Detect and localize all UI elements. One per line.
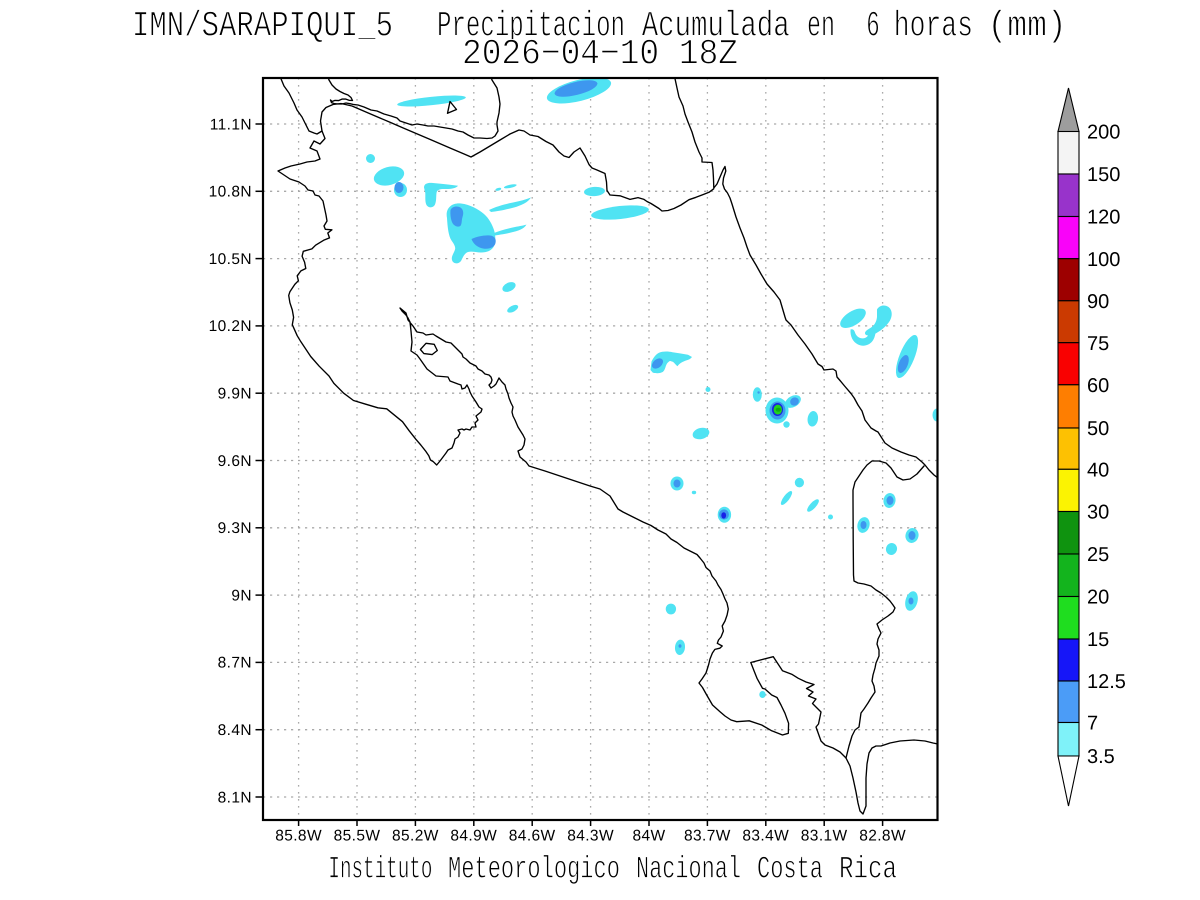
svg-text:2026−04−10 18Z: 2026−04−10 18Z [462,34,738,75]
svg-text:7: 7 [1087,713,1098,735]
svg-text:11.1N: 11.1N [210,116,252,133]
svg-text:Precipitacion: Precipitacion [437,6,625,47]
svg-text:10.8N: 10.8N [209,184,252,201]
svg-text:84.3W: 84.3W [567,828,614,845]
svg-text:10.5N: 10.5N [209,251,252,268]
svg-text:horas: horas [894,6,973,47]
svg-text:50: 50 [1087,418,1109,440]
svg-text:83.4W: 83.4W [742,828,789,845]
svg-text:8.1N: 8.1N [218,789,252,806]
svg-text:83.1W: 83.1W [801,828,848,845]
svg-text:IMN/SARAPIQUI_5: IMN/SARAPIQUI_5 [132,6,393,47]
svg-text:85.5W: 85.5W [334,828,381,845]
svg-text:120: 120 [1087,207,1120,229]
svg-text:9N: 9N [231,587,252,604]
svg-text:82.8W: 82.8W [859,828,906,845]
svg-text:40: 40 [1087,460,1109,482]
svg-text:6: 6 [866,6,880,47]
svg-text:(mm): (mm) [988,6,1067,47]
svg-text:3.5: 3.5 [1087,746,1115,768]
svg-text:90: 90 [1087,291,1109,313]
svg-text:200: 200 [1087,122,1120,144]
svg-text:Costa: Costa [757,853,823,888]
svg-text:15: 15 [1087,629,1109,651]
svg-text:25: 25 [1087,544,1109,566]
svg-text:84W: 84W [632,828,665,845]
svg-text:8.7N: 8.7N [218,655,252,672]
svg-text:10.2N: 10.2N [209,318,252,335]
svg-text:85.8W: 85.8W [275,828,322,845]
svg-text:9.3N: 9.3N [218,520,252,537]
svg-text:85.2W: 85.2W [392,828,439,845]
svg-text:9.6N: 9.6N [218,453,252,470]
svg-text:12.5: 12.5 [1087,671,1126,693]
svg-text:Meteorologico: Meteorologico [448,853,620,888]
svg-text:83.7W: 83.7W [684,828,731,845]
svg-text:en: en [807,6,835,47]
svg-text:84.6W: 84.6W [509,828,556,845]
svg-text:30: 30 [1087,502,1109,524]
svg-text:Nacional: Nacional [636,853,741,888]
svg-text:Acumulada: Acumulada [642,6,790,47]
svg-text:150: 150 [1087,164,1120,186]
svg-text:Instituto: Instituto [328,853,432,888]
svg-text:100: 100 [1087,249,1120,271]
svg-text:75: 75 [1087,333,1109,355]
svg-text:84.9W: 84.9W [450,828,497,845]
svg-text:Rica: Rica [839,853,897,888]
svg-text:20: 20 [1087,587,1109,609]
svg-text:9.9N: 9.9N [218,386,252,403]
svg-text:60: 60 [1087,375,1109,397]
svg-text:8.4N: 8.4N [218,722,252,739]
